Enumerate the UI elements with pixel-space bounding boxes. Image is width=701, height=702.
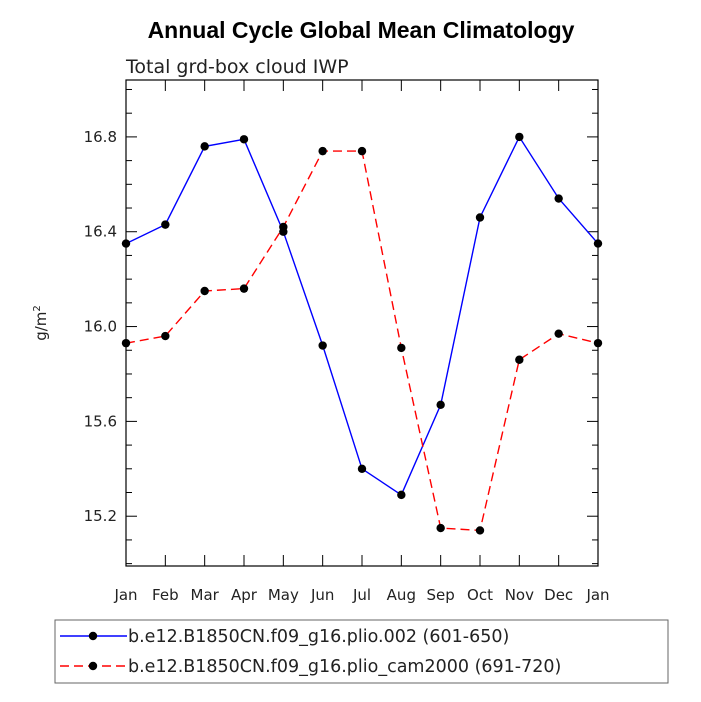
- data-point-series-1: [436, 400, 445, 409]
- data-point-series-2: [554, 329, 563, 338]
- x-tick-label: May: [268, 586, 299, 604]
- y-axis-label-superscript: 2: [32, 305, 43, 311]
- y-axis-label-unit: g/m: [32, 312, 50, 341]
- series-line-2: [125, 150, 599, 532]
- data-point-series-1: [121, 239, 131, 248]
- y-tick-label: 15.2: [84, 507, 117, 525]
- data-point-series-2: [318, 146, 327, 156]
- x-tick-label: Sep: [427, 586, 455, 604]
- legend-label-2: b.e12.B1850CN.f09_g16.plio_cam2000 (691-…: [128, 657, 561, 677]
- y-axis: 15.2 15.6 16.0 16.4 16.8: [84, 88, 598, 565]
- data-point-series-1: [515, 132, 524, 142]
- x-tick-label: Jul: [352, 586, 371, 604]
- y-axis-label: g/m2: [32, 305, 50, 341]
- data-point-series-1: [161, 220, 170, 229]
- y-tick-label: 16.4: [84, 223, 117, 241]
- x-tick-label: Feb: [152, 586, 179, 604]
- legend-label-1: b.e12.B1850CN.f09_g16.plio.002 (601-650): [128, 627, 509, 647]
- x-tick-label: Apr: [231, 586, 258, 604]
- data-point-series-2: [279, 222, 288, 232]
- data-point-series-2: [515, 355, 524, 364]
- data-point-series-2: [121, 338, 131, 348]
- data-point-series-2: [475, 526, 485, 535]
- data-point-series-2: [357, 146, 367, 156]
- series-line-1: [125, 135, 599, 496]
- y-tick-label: 16.0: [84, 318, 117, 336]
- x-tick-label: Aug: [387, 586, 416, 604]
- data-point-series-1: [318, 341, 327, 350]
- legend-marker-2: [88, 661, 98, 671]
- legend-box: [54, 619, 669, 684]
- legend: b.e12.B1850CN.f09_g16.plio.002 (601-650)…: [54, 619, 669, 684]
- chart-subtitle: Total grd-box cloud IWP: [125, 56, 349, 78]
- y-tick-label: 16.8: [84, 128, 117, 146]
- y-tick-label: 15.6: [84, 412, 117, 430]
- chart-title: Annual Cycle Global Mean Climatology: [148, 17, 575, 43]
- data-point-series-2: [200, 286, 209, 296]
- x-tick-label: Dec: [544, 586, 573, 604]
- x-tick-label: Oct: [467, 586, 493, 604]
- x-tick-label: Jun: [310, 586, 334, 604]
- data-point-series-1: [554, 194, 563, 203]
- series-layer: [121, 132, 603, 535]
- data-point-series-1: [200, 142, 209, 151]
- x-tick-label: Nov: [505, 586, 534, 604]
- data-point-series-1: [593, 239, 603, 248]
- data-point-series-1: [397, 490, 406, 500]
- x-tick-label: Jan: [113, 586, 137, 604]
- data-point-series-1: [239, 135, 249, 144]
- data-point-series-2: [593, 338, 603, 348]
- legend-marker-1: [88, 631, 98, 641]
- data-point-series-2: [397, 343, 406, 353]
- data-point-series-2: [161, 331, 170, 341]
- x-axis: Jan Feb Mar Apr May Jun Jul Aug Sep Oct Nov Dec Jan: [113, 80, 610, 604]
- x-tick-label: Jan: [585, 586, 609, 604]
- x-tick-label: Mar: [191, 586, 220, 604]
- data-point-series-1: [357, 464, 367, 473]
- data-point-series-1: [475, 213, 485, 222]
- data-point-series-2: [239, 284, 249, 293]
- data-point-series-2: [436, 523, 445, 533]
